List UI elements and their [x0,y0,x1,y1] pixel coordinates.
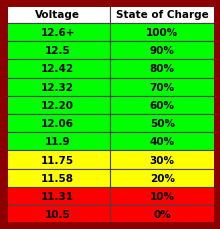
Text: 60%: 60% [150,101,175,110]
Bar [6,169,110,187]
Text: 20%: 20% [150,173,175,183]
Text: 12.5: 12.5 [45,46,71,56]
Bar [6,151,110,169]
Bar [6,24,110,42]
Bar [110,114,214,133]
Bar [110,151,214,169]
Bar [6,60,110,78]
Text: 12.6+: 12.6+ [40,28,75,38]
Bar [6,6,110,24]
Text: Voltage: Voltage [35,10,80,20]
Bar [110,187,214,205]
Bar [110,133,214,151]
Text: 11.9: 11.9 [45,137,71,147]
Text: 70%: 70% [150,82,175,92]
Bar [110,42,214,60]
Text: 11.75: 11.75 [41,155,74,165]
Bar [6,114,110,133]
Bar [6,133,110,151]
Bar [6,205,110,223]
Text: 30%: 30% [150,155,175,165]
Text: 80%: 80% [150,64,175,74]
Text: 12.06: 12.06 [41,119,74,128]
Text: State of Charge: State of Charge [116,10,209,20]
Text: 12.32: 12.32 [41,82,74,92]
Text: 12.20: 12.20 [41,101,74,110]
Bar [110,96,214,114]
Bar [110,60,214,78]
Bar [110,24,214,42]
Text: 11.58: 11.58 [41,173,74,183]
Bar [6,96,110,114]
Text: 50%: 50% [150,119,175,128]
Bar [110,78,214,96]
Text: 11.31: 11.31 [41,191,74,201]
Bar [110,6,214,24]
Bar [6,187,110,205]
Text: 12.42: 12.42 [41,64,74,74]
Bar [110,169,214,187]
Text: 10%: 10% [150,191,175,201]
Text: 100%: 100% [146,28,178,38]
Bar [6,78,110,96]
Text: 90%: 90% [150,46,175,56]
Bar [110,205,214,223]
Text: 40%: 40% [150,137,175,147]
Bar [6,42,110,60]
Text: 0%: 0% [153,209,171,219]
Text: 10.5: 10.5 [45,209,71,219]
